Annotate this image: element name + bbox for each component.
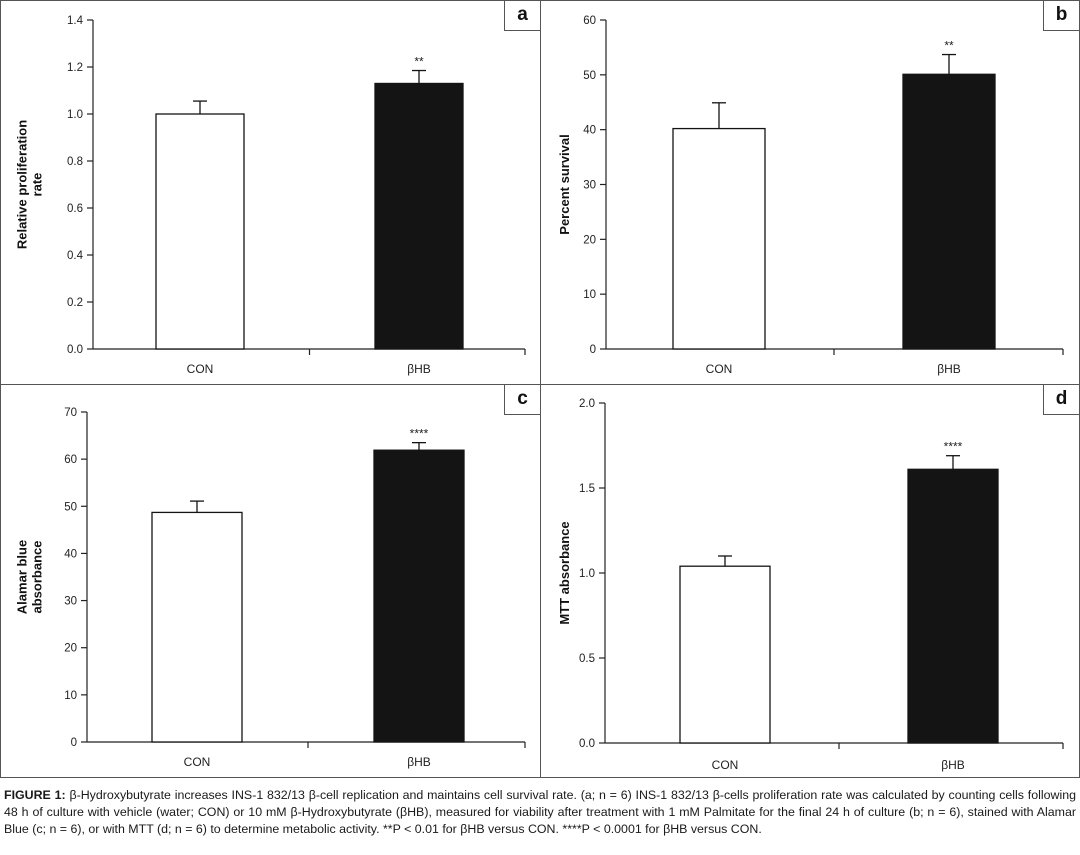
chart-c-y-tick-label: 50 — [64, 501, 77, 513]
chart-c-y-tick-label: 70 — [64, 407, 77, 419]
panel-d: 0.0 0.5 1.0 1.5 2.0 CON **** βHB MTT absorbance … — [540, 384, 1080, 778]
chart-d: 0.0 0.5 1.0 1.5 2.0 CON **** βHB MTT absorbance — [557, 398, 1064, 772]
chart-b: 0 10 20 30 40 50 60 CON ** βHB Percent survival — [557, 15, 1064, 376]
panel-letter-b: b — [1043, 1, 1079, 31]
chart-a-bar-1 — [374, 82, 464, 350]
chart-b-significance-1: ** — [944, 39, 954, 53]
chart-a-y-title: Relative proliferation rate — [15, 120, 45, 249]
chart-b-y-tick-label: 20 — [583, 234, 596, 246]
panel-letter-a: a — [504, 1, 540, 31]
chart-d-y-tick-label: 0.0 — [579, 738, 595, 750]
panel-letter-c: c — [504, 385, 540, 415]
chart-b-y-tick-label: 40 — [583, 125, 596, 137]
chart-c-y-tick-label: 30 — [64, 596, 77, 608]
chart-c-y-tick-label: 60 — [64, 454, 77, 466]
chart-b-y-tick-label: 30 — [583, 180, 596, 192]
chart-c-bar-1 — [373, 449, 465, 743]
chart-a: 0.0 0.2 0.4 0.6 0.8 1.0 1.2 1.4 CON ** βHB Relative… — [15, 15, 526, 376]
chart-d-y-tick-label: 1.0 — [579, 568, 595, 580]
chart-a-y-tick-label: 0.4 — [67, 250, 84, 262]
chart-b-category-label-0: CON — [706, 362, 733, 376]
chart-b-y-title: Percent survival — [557, 134, 572, 234]
chart-d-significance-1: **** — [944, 440, 963, 454]
panel-a: 0.0 0.2 0.4 0.6 0.8 1.0 1.2 1.4 CON ** βHB Relative… — [0, 0, 541, 385]
chart-c-y-tick-label: 0 — [71, 737, 77, 749]
chart-a-bar-0 — [155, 113, 245, 350]
chart-a-y-title-line-0: Relative proliferation — [15, 120, 30, 249]
chart-a-y-title-line-1: rate — [30, 173, 45, 197]
chart-a-y-tick-label: 0.0 — [67, 344, 83, 356]
chart-c-y-tick-label: 10 — [64, 690, 77, 702]
caption-label: FIGURE 1: — [4, 788, 66, 802]
chart-a-category-label-1: βHB — [407, 362, 431, 376]
chart-a-y-tick-label: 0.2 — [67, 297, 83, 309]
chart-b-y-tick-label: 60 — [583, 15, 596, 27]
figure: 0.0 0.2 0.4 0.6 0.8 1.0 1.2 1.4 CON ** βHB Relative… — [0, 0, 1080, 778]
chart-d-bar-1 — [907, 468, 999, 744]
chart-c-y-tick-label: 20 — [64, 643, 77, 655]
panel-letter-d: d — [1043, 385, 1079, 415]
caption-text: β-Hydroxybutyrate increases INS-1 832/13… — [4, 788, 1076, 836]
chart-b-y-tick-label: 10 — [583, 289, 596, 301]
chart-a-significance-1: ** — [414, 55, 424, 69]
chart-d-y-tick-label: 1.5 — [579, 483, 595, 495]
panel-b: 0 10 20 30 40 50 60 CON ** βHB Percent survival b — [540, 0, 1080, 385]
chart-d-y-tick-label: 2.0 — [579, 398, 595, 410]
chart-c: 0 10 20 30 40 50 60 70 CON **** βHB Alamar blue abso… — [15, 407, 526, 769]
chart-a-y-tick-label: 0.6 — [67, 203, 83, 215]
chart-a-y-tick-label: 1.0 — [67, 109, 83, 121]
chart-c-category-label-1: βHB — [407, 755, 431, 769]
chart-a-y-tick-label: 1.4 — [67, 15, 84, 27]
chart-a-y-tick-label: 1.2 — [67, 62, 83, 74]
chart-d-y-title: MTT absorbance — [557, 521, 572, 624]
chart-d-y-title-line-0: MTT absorbance — [557, 521, 572, 624]
chart-b-bar-1 — [902, 73, 996, 350]
chart-a-category-label-0: CON — [187, 362, 214, 376]
chart-a-y-tick-label: 0.8 — [67, 156, 83, 168]
chart-c-significance-1: **** — [410, 427, 429, 441]
panel-c: 0 10 20 30 40 50 60 70 CON **** βHB Alamar blue abso… — [0, 384, 541, 778]
chart-d-y-tick-label: 0.5 — [579, 653, 595, 665]
chart-b-y-tick-label: 0 — [590, 344, 596, 356]
chart-d-category-label-0: CON — [712, 758, 739, 772]
chart-b-bar-0 — [672, 127, 766, 350]
figure-caption: FIGURE 1: β-Hydroxybutyrate increases IN… — [4, 787, 1076, 838]
chart-b-y-tick-label: 50 — [583, 70, 596, 82]
chart-b-category-label-1: βHB — [937, 362, 961, 376]
chart-c-y-title-line-0: Alamar blue — [15, 540, 30, 614]
chart-c-category-label-0: CON — [184, 755, 211, 769]
chart-c-y-title-line-1: absorbance — [30, 541, 45, 614]
chart-d-bar-0 — [679, 565, 771, 744]
chart-c-y-tick-label: 40 — [64, 548, 77, 560]
chart-d-category-label-1: βHB — [941, 758, 965, 772]
chart-c-bar-0 — [151, 511, 243, 743]
chart-c-y-title: Alamar blue absorbance — [15, 540, 45, 614]
chart-b-y-title-line-0: Percent survival — [557, 134, 572, 234]
